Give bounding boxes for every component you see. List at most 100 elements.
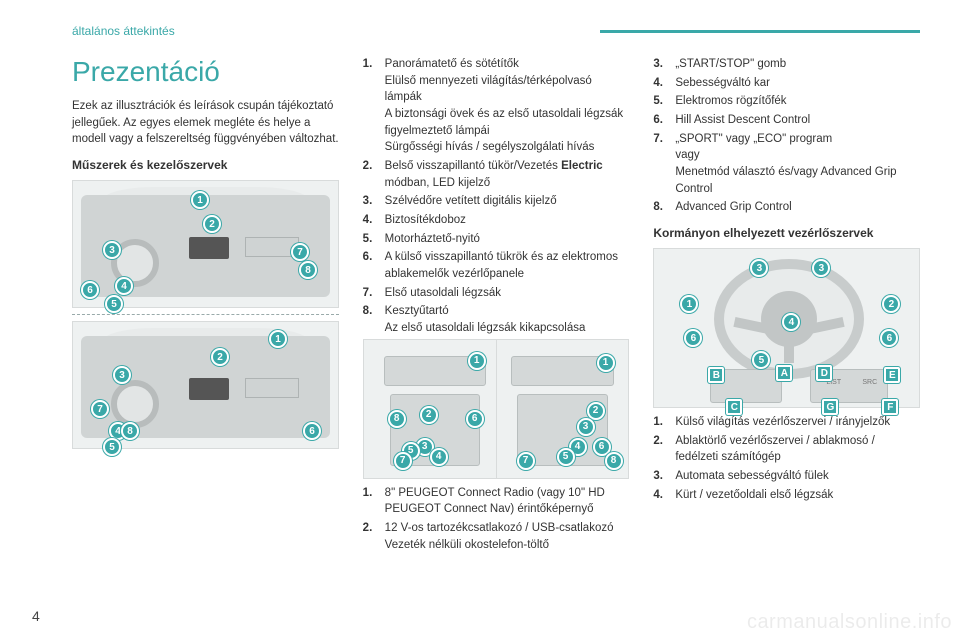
list-item: 6.Hill Assist Descent Control <box>653 112 920 129</box>
list-text: „START/STOP" gomb <box>675 56 920 73</box>
list-item: 5.Motorháztető-nyitó <box>363 231 630 248</box>
steering-wheel-icon <box>111 380 159 428</box>
list-item: 4.Sebességváltó kar <box>653 75 920 92</box>
column-2: 1.Panorámatető és sötétítőkElülső mennye… <box>363 56 630 555</box>
list-instruments: 1.Panorámatető és sötétítőkElülső mennye… <box>363 56 630 337</box>
callout-badge: 5 <box>557 448 575 466</box>
callout-badge: 2 <box>211 348 229 366</box>
list-item: 1.8" PEUGEOT Connect Radio (vagy 10" HD … <box>363 485 630 518</box>
list-item: 8.Advanced Grip Control <box>653 199 920 216</box>
list-text: Hill Assist Descent Control <box>675 112 920 129</box>
callout-badge: 7 <box>517 452 535 470</box>
callout-badge: 4 <box>430 448 448 466</box>
list-text: KesztyűtartóAz első utasoldali légzsák k… <box>385 303 630 336</box>
list-item: 3.„START/STOP" gomb <box>653 56 920 73</box>
callout-square: B <box>708 367 724 383</box>
list-item: 2.12 V-os tartozékcsatlakozó / USB-csatl… <box>363 520 630 553</box>
list-text: Elektromos rögzítőfék <box>675 93 920 110</box>
list-number: 7. <box>653 131 675 198</box>
callout-badge: 2 <box>587 402 605 420</box>
page-number: 4 <box>32 608 40 624</box>
list-number: 2. <box>363 158 385 191</box>
list-item: 7.„SPORT" vagy „ECO" programvagyMenetmód… <box>653 131 920 198</box>
figure-divider <box>72 314 339 315</box>
list-number: 4. <box>653 487 675 504</box>
list-text: Advanced Grip Control <box>675 199 920 216</box>
callout-badge: 2 <box>882 295 900 313</box>
column-3: 3.„START/STOP" gomb4.Sebességváltó kar5.… <box>653 56 920 555</box>
list-steering-controls: 1.Külső világítás vezérlőszervei / irány… <box>653 414 920 503</box>
list-item: 4.Kürt / vezetőoldali első légzsák <box>653 487 920 504</box>
list-item: 6.A külső visszapillantó tükrök és az el… <box>363 249 630 282</box>
vent <box>245 378 299 398</box>
list-text: „SPORT" vagy „ECO" programvagyMenetmód v… <box>675 131 920 198</box>
subhead-steering: Kormányon elhelyezett vezérlőszervek <box>653 226 920 240</box>
callout-badge: 3 <box>103 241 121 259</box>
callout-square: C <box>726 399 742 415</box>
figure-dashboard-bottom: 12345678 <box>72 321 339 449</box>
list-text: Ablaktörlő vezérlőszervei / ablakmosó / … <box>675 433 920 466</box>
center-screen <box>189 378 229 400</box>
center-screen <box>189 237 229 259</box>
list-item: 2.Ablaktörlő vezérlőszervei / ablakmosó … <box>653 433 920 466</box>
callout-badge: 7 <box>394 452 412 470</box>
callout-square: D <box>816 365 832 381</box>
callout-badge: 8 <box>299 261 317 279</box>
list-number: 7. <box>363 285 385 302</box>
callout-square: A <box>776 365 792 381</box>
list-number: 8. <box>363 303 385 336</box>
callout-badge: 1 <box>680 295 698 313</box>
page-title: Prezentáció <box>72 56 339 88</box>
manual-page: általános áttekintés Prezentáció Ezek az… <box>0 0 960 640</box>
list-item: 7.Első utasoldali légzsák <box>363 285 630 302</box>
list-text: 8" PEUGEOT Connect Radio (vagy 10" HD PE… <box>385 485 630 518</box>
list-text: A külső visszapillantó tükrök és az elek… <box>385 249 630 282</box>
callout-badge: 6 <box>684 329 702 347</box>
callout-badge: 4 <box>115 277 133 295</box>
list-text: Belső visszapillantó tükör/Vezetés Elect… <box>385 158 630 191</box>
figure-center-right: 12345678 <box>497 340 629 478</box>
callout-square: F <box>882 399 898 415</box>
list-item: 1.Külső világítás vezérlőszervei / irány… <box>653 414 920 431</box>
callout-square: G <box>822 399 838 415</box>
list-number: 4. <box>653 75 675 92</box>
list-number: 3. <box>363 193 385 210</box>
list-text: Külső világítás vezérlőszervei / irányje… <box>675 414 920 431</box>
callout-badge: 7 <box>91 400 109 418</box>
list-number: 5. <box>653 93 675 110</box>
callout-badge: 8 <box>121 422 139 440</box>
callout-badge: 3 <box>113 366 131 384</box>
callout-square: E <box>884 367 900 383</box>
list-item: 3.Automata sebességváltó fülek <box>653 468 920 485</box>
list-text: 12 V-os tartozékcsatlakozó / USB-csatlak… <box>385 520 630 553</box>
list-text: Kürt / vezetőoldali első légzsák <box>675 487 920 504</box>
header-rule <box>600 30 920 33</box>
callout-badge: 6 <box>303 422 321 440</box>
list-text: Első utasoldali légzsák <box>385 285 630 302</box>
subhead-instruments: Műszerek és kezelőszervek <box>72 158 339 172</box>
list-number: 1. <box>363 485 385 518</box>
figure-dashboard-top: 12345678 <box>72 180 339 308</box>
figure-center-left: 12345678 <box>364 340 497 478</box>
intro-text: Ezek az illusztrációk és leírások csupán… <box>72 98 339 148</box>
list-number: 1. <box>363 56 385 156</box>
callout-badge: 1 <box>269 330 287 348</box>
list-number: 6. <box>653 112 675 129</box>
callout-badge: 8 <box>605 452 623 470</box>
list-number: 2. <box>363 520 385 553</box>
list-text: Sebességváltó kar <box>675 75 920 92</box>
list-item: 8.KesztyűtartóAz első utasoldali légzsák… <box>363 303 630 336</box>
watermark: carmanualsonline.info <box>747 611 952 634</box>
columns: Prezentáció Ezek az illusztrációk és leí… <box>72 56 920 555</box>
list-number: 5. <box>363 231 385 248</box>
list-text: Biztosítékdoboz <box>385 212 630 229</box>
list-text: Motorháztető-nyitó <box>385 231 630 248</box>
list-number: 3. <box>653 468 675 485</box>
list-center-console: 1.8" PEUGEOT Connect Radio (vagy 10" HD … <box>363 485 630 554</box>
callout-badge: 6 <box>880 329 898 347</box>
list-number: 8. <box>653 199 675 216</box>
callout-badge: 5 <box>105 295 123 313</box>
list-console-continued: 3.„START/STOP" gomb 4.Sebességváltó kar5.… <box>653 56 920 216</box>
list-number: 1. <box>653 414 675 431</box>
list-item: 1.Panorámatető és sötétítőkElülső mennye… <box>363 56 630 156</box>
